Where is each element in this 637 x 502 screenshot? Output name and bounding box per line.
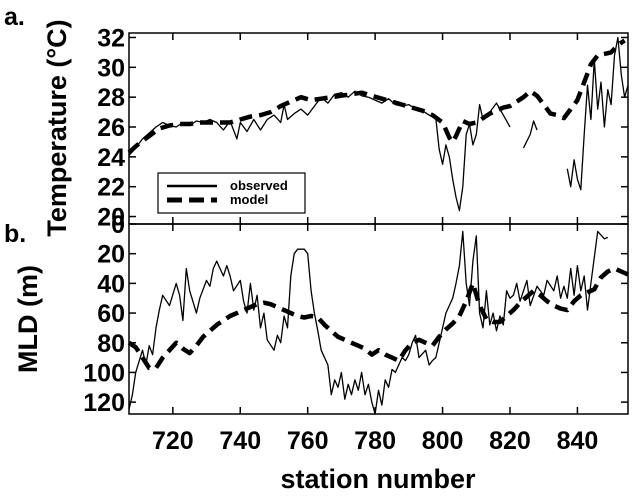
y-tick-label: 26 [97, 114, 125, 142]
legend-box [157, 172, 306, 214]
series-dashed-line [127, 38, 626, 155]
y-tick-label: 80 [97, 330, 125, 358]
series-dashed-line [127, 266, 629, 371]
y-tick-label: 20 [97, 241, 125, 269]
x-tick-label: 760 [287, 427, 329, 455]
panel-label: a. [4, 3, 25, 31]
x-tick-label: 740 [219, 427, 261, 455]
y-axis-title: Temperature (°C) [42, 19, 72, 236]
y-tick-label: 32 [97, 24, 125, 52]
legend-label: observed [230, 178, 288, 193]
x-tick-label: 720 [152, 427, 194, 455]
y-tick-label: 0 [111, 211, 125, 239]
panel-label: b. [4, 220, 26, 248]
legend-label: model [230, 192, 268, 207]
x-tick-label: 800 [422, 427, 464, 455]
y-tick-label: 28 [97, 84, 125, 112]
series-solid-line [128, 230, 609, 415]
x-tick-label: 820 [489, 427, 531, 455]
y-tick-label: 120 [83, 389, 125, 417]
y-tick-label: 60 [97, 300, 125, 328]
series-solid-line [522, 120, 538, 149]
x-tick-label: 780 [354, 427, 396, 455]
series-solid-line [566, 36, 629, 191]
x-tick-label: 840 [557, 427, 599, 455]
y-tick-label: 24 [97, 144, 125, 172]
y-tick-label: 100 [83, 359, 125, 387]
plot-frame-2 [128, 223, 629, 415]
y-tick-label: 30 [97, 54, 125, 82]
x-axis-title: station number [280, 464, 476, 494]
y-tick-label: 40 [97, 270, 125, 298]
y-tick-label: 22 [97, 174, 125, 202]
y-tick-label: 20 [97, 204, 125, 232]
y-axis-title: MLD (m) [13, 265, 43, 373]
